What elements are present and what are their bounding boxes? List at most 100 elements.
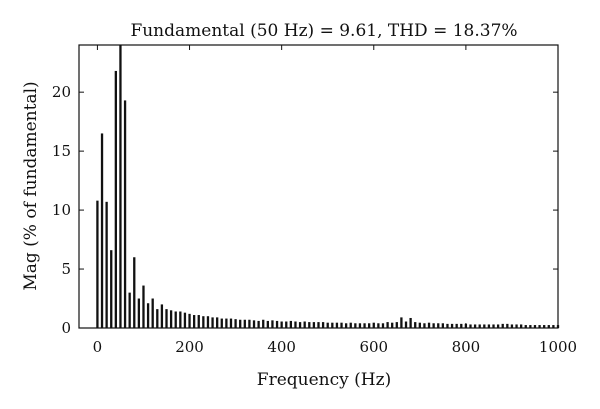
bar xyxy=(252,320,256,328)
bar xyxy=(377,323,380,328)
bar xyxy=(326,322,329,328)
bar xyxy=(547,325,550,328)
bar xyxy=(414,322,417,328)
bar xyxy=(506,323,509,328)
bar xyxy=(211,317,214,328)
bar xyxy=(496,324,500,328)
bar xyxy=(123,100,127,328)
bar xyxy=(395,322,398,328)
bar xyxy=(543,325,546,328)
bar xyxy=(271,320,274,328)
bar xyxy=(450,323,454,328)
bar xyxy=(358,323,362,328)
bar xyxy=(469,324,472,328)
bar xyxy=(234,319,237,328)
bar xyxy=(285,321,288,328)
bar xyxy=(262,319,265,328)
bar xyxy=(321,322,325,328)
x-axis-label: Frequency (Hz) xyxy=(257,370,391,390)
bar xyxy=(243,319,246,328)
bar xyxy=(354,323,357,328)
bar xyxy=(437,323,440,328)
bar xyxy=(446,323,449,328)
bar xyxy=(331,322,334,328)
bar xyxy=(114,70,117,328)
bar xyxy=(303,321,306,328)
bar xyxy=(96,200,99,328)
bar xyxy=(294,321,297,328)
x-tick-label: 600 xyxy=(359,338,388,356)
bar xyxy=(289,320,293,328)
bar xyxy=(137,298,141,328)
bar xyxy=(400,317,403,328)
bar xyxy=(266,320,269,328)
x-tick-label: 400 xyxy=(267,338,296,356)
bar xyxy=(501,323,504,328)
bar xyxy=(312,322,316,328)
bar xyxy=(404,321,408,328)
bar xyxy=(538,325,541,328)
y-tick-label: 5 xyxy=(61,260,71,278)
bar xyxy=(133,257,136,328)
bar xyxy=(386,322,389,328)
bar xyxy=(188,313,191,328)
bar xyxy=(409,317,412,328)
y-tick-label: 20 xyxy=(52,83,71,101)
bar xyxy=(119,45,122,328)
bar xyxy=(174,311,177,328)
chart-title: Fundamental (50 Hz) = 9.61, THD = 18.37% xyxy=(130,21,517,41)
bar xyxy=(427,322,431,328)
bar xyxy=(151,298,154,328)
bar xyxy=(160,304,164,328)
bar xyxy=(515,324,518,328)
bar xyxy=(216,317,219,328)
bar xyxy=(460,323,463,328)
bar xyxy=(298,322,302,328)
bar xyxy=(432,323,435,328)
bar xyxy=(128,292,131,329)
bar xyxy=(520,324,523,328)
y-tick-label: 10 xyxy=(52,201,71,219)
bar xyxy=(169,310,173,328)
x-tick-label: 0 xyxy=(93,338,103,356)
bar xyxy=(220,318,223,328)
bar xyxy=(391,322,394,328)
bar xyxy=(533,325,537,328)
bar xyxy=(483,324,486,328)
bar xyxy=(552,325,555,328)
bar xyxy=(340,322,343,328)
x-tick-label: 1000 xyxy=(539,338,577,356)
bar xyxy=(441,323,444,328)
bar xyxy=(165,309,168,328)
bar xyxy=(335,322,339,328)
bar xyxy=(197,315,200,328)
bar xyxy=(381,323,385,328)
bar xyxy=(206,316,210,328)
bar xyxy=(146,303,150,328)
bar xyxy=(473,324,477,328)
bar xyxy=(257,320,260,328)
bar-series xyxy=(96,45,560,329)
x-axis: 0 200 400 600 800 1000 xyxy=(93,45,577,356)
bar xyxy=(225,318,228,328)
bar xyxy=(202,316,205,328)
bar xyxy=(275,320,279,328)
bar xyxy=(524,325,527,328)
bar xyxy=(308,322,311,328)
bar xyxy=(179,311,182,328)
y-tick-label: 15 xyxy=(52,142,71,160)
bar xyxy=(248,319,251,328)
bar xyxy=(510,324,514,328)
x-tick-label: 800 xyxy=(452,338,481,356)
bar xyxy=(317,322,320,328)
bar xyxy=(363,323,366,328)
bar xyxy=(142,285,145,328)
bar xyxy=(105,201,108,328)
bar xyxy=(529,325,532,328)
bar xyxy=(344,323,348,328)
bar xyxy=(183,312,187,328)
bar xyxy=(156,309,159,328)
bar xyxy=(478,324,481,328)
x-tick-label: 200 xyxy=(175,338,204,356)
bar xyxy=(192,315,196,328)
